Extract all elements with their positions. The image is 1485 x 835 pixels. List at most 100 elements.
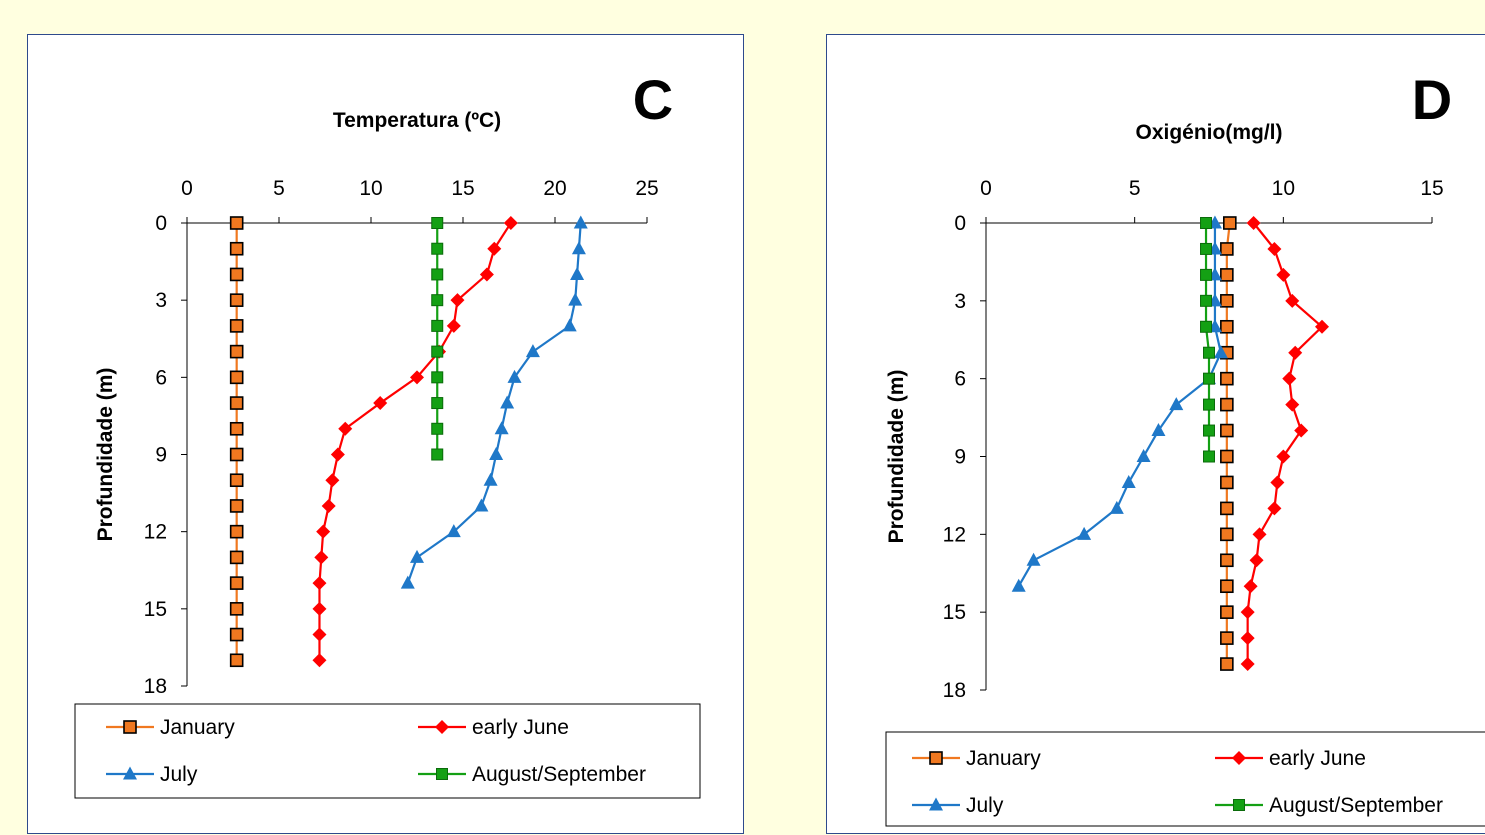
data-point-early-june (330, 447, 345, 462)
data-point-january (229, 293, 244, 307)
data-point-august-september (431, 294, 444, 307)
data-point-january (229, 319, 244, 333)
legend-d: January early June July August/September (885, 731, 1485, 827)
data-point-early-june (1288, 345, 1303, 360)
data-point-january (1220, 605, 1234, 619)
series-line-january (1225, 222, 1231, 665)
data-point-early-june (1276, 267, 1291, 282)
data-point-july (1151, 423, 1166, 437)
panel-letter-c: C (633, 68, 673, 131)
data-point-july (1121, 474, 1136, 488)
data-point-july (474, 498, 489, 512)
x-tick-label: 0 (980, 177, 992, 200)
y-axis-label-c: Profundidade (m) (94, 368, 117, 542)
data-point-july (1136, 449, 1151, 462)
data-point-early-june (1249, 553, 1264, 568)
series-line-early-june (1246, 222, 1324, 665)
data-point-early-june (373, 396, 388, 411)
data-point-early-june (314, 550, 329, 565)
data-point-august-september (1200, 242, 1213, 255)
data-point-july (562, 318, 577, 332)
data-point-early-june (325, 473, 340, 488)
y-tick-label: 3 (155, 289, 167, 312)
legend-c: January early June July August/September (74, 703, 701, 799)
data-point-january (1220, 657, 1234, 671)
y-tick-label: 15 (144, 598, 167, 621)
data-point-august-september (1200, 320, 1213, 333)
data-point-august-september (1203, 346, 1215, 359)
data-point-july (1213, 345, 1228, 359)
data-point-january (229, 421, 244, 436)
legend-entry-early-june: early June (1215, 747, 1366, 770)
legend-label: July (160, 763, 198, 786)
data-point-early-june (450, 293, 465, 308)
legend-label: July (966, 794, 1004, 817)
legend-marker (929, 797, 943, 811)
series-january (229, 216, 244, 668)
data-point-early-june (312, 601, 327, 616)
data-point-august-september (1203, 398, 1215, 411)
data-point-july (1109, 500, 1124, 514)
data-point-august-september (431, 242, 444, 255)
series-early-june (1240, 216, 1329, 672)
data-point-january (1220, 501, 1234, 516)
data-point-january (229, 267, 244, 282)
data-point-july (400, 575, 415, 589)
y-axis-label-d: Profundidade (m) (885, 370, 908, 544)
data-point-august-september (431, 268, 444, 281)
legend-entry-july: July (912, 794, 1004, 817)
series-line-early-june (318, 222, 512, 661)
data-point-august-september (431, 422, 444, 435)
data-point-august-september (431, 345, 444, 358)
data-point-early-june (1282, 371, 1297, 386)
data-point-early-june (1285, 397, 1300, 412)
data-point-january (1223, 216, 1237, 230)
y-tick-label: 9 (954, 446, 966, 469)
data-point-january (1220, 371, 1234, 386)
data-point-early-june (487, 241, 502, 256)
legend-marker (123, 766, 137, 780)
data-point-august-september (1203, 450, 1215, 463)
data-point-july (489, 447, 504, 460)
legend-label: early June (472, 716, 569, 739)
chart-title-d: Oxigénio(mg/l) (1136, 121, 1283, 144)
data-point-january (229, 602, 244, 616)
legend-marker (436, 768, 448, 780)
data-point-july (571, 241, 586, 255)
legend-marker (1233, 799, 1245, 811)
data-point-early-june (1294, 423, 1309, 438)
data-point-january (1220, 631, 1234, 645)
data-point-july (1169, 397, 1184, 411)
panel-letter-d: D (1412, 68, 1452, 131)
series-line-august-september (1204, 223, 1211, 457)
legend-marker (123, 720, 137, 734)
legend-entry-january: January (106, 716, 235, 739)
data-point-july (494, 421, 509, 435)
data-point-january (1220, 579, 1234, 594)
data-point-early-june (1246, 216, 1261, 230)
data-point-early-june (479, 267, 494, 282)
data-point-july (483, 472, 498, 486)
data-point-january (229, 344, 244, 359)
data-point-august-september (1200, 217, 1213, 229)
data-point-august-september (431, 448, 444, 461)
chart-panel-c: C Temperatura (ºC) 0 5 10 15 20 25 0 3 6 9 12 15 18 Pro… (27, 34, 744, 834)
data-point-early-june (1240, 657, 1255, 672)
x-tick-label: 25 (635, 177, 658, 200)
data-point-january (1220, 268, 1234, 282)
y-tick-label: 9 (155, 444, 167, 467)
data-point-july (507, 369, 522, 383)
data-point-august-september (431, 397, 444, 410)
data-point-january (1220, 319, 1234, 334)
x-tick-label: 15 (451, 177, 474, 200)
data-point-august-september (431, 217, 444, 229)
data-point-early-june (1267, 241, 1282, 256)
legend-entry-august-september: August/September (1215, 794, 1443, 817)
x-tick-label: 15 (1420, 177, 1443, 200)
y-tick-label: 12 (144, 521, 167, 544)
data-point-early-june (1270, 475, 1285, 490)
x-tick-label: 5 (273, 177, 285, 200)
data-point-january (1220, 553, 1234, 568)
data-point-january (229, 499, 244, 513)
legend-label: early June (1269, 747, 1366, 770)
